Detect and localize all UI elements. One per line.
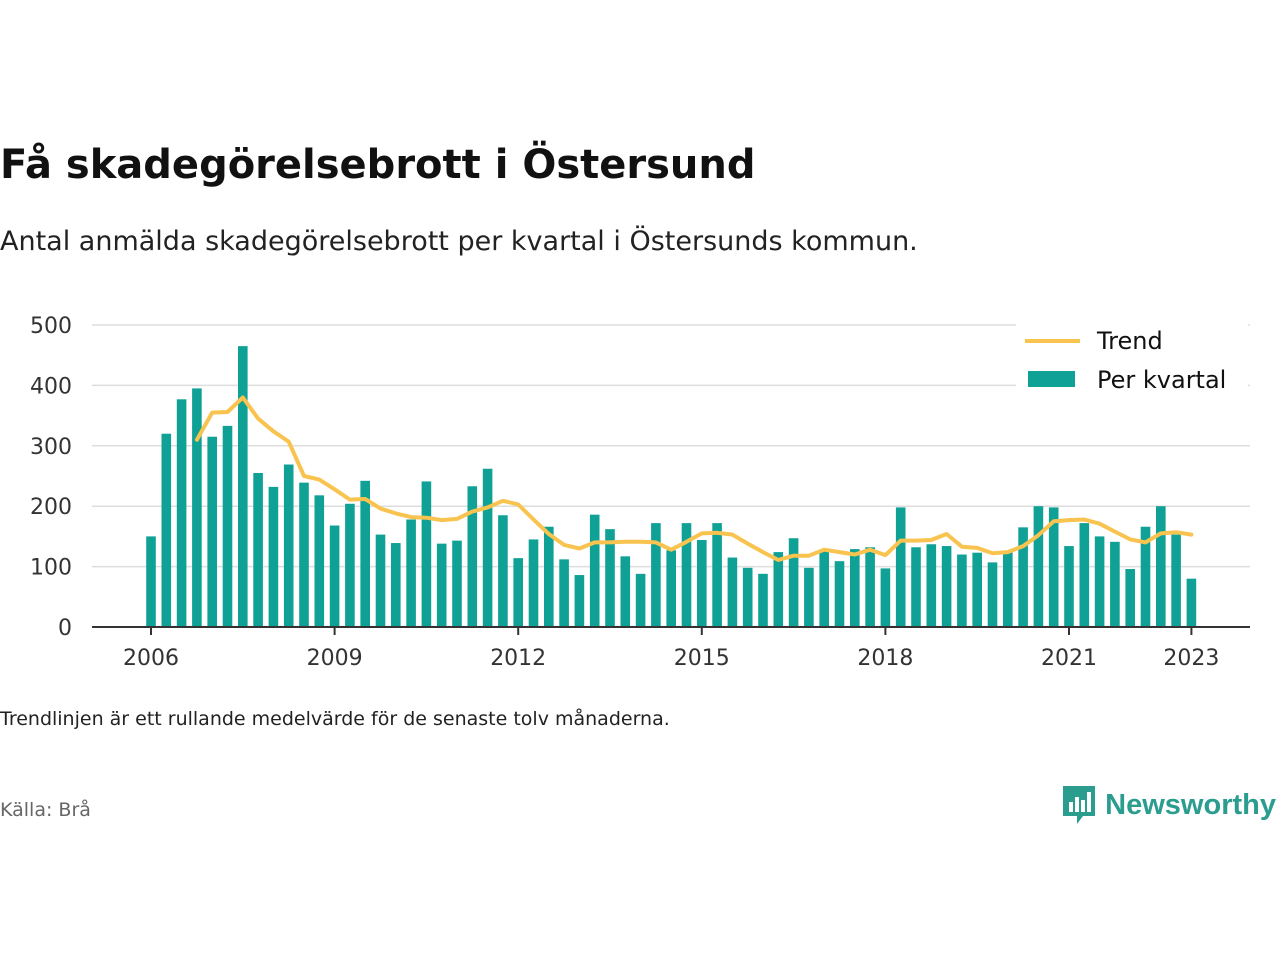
bar (1003, 551, 1013, 627)
bar (712, 523, 722, 627)
x-tick-label: 2018 (857, 646, 913, 671)
x-tick-label: 2006 (123, 646, 179, 671)
bar (498, 515, 508, 627)
x-tick-label: 2015 (674, 646, 730, 671)
bar (1033, 506, 1044, 627)
y-tick-label: 100 (30, 556, 72, 581)
bar (635, 573, 646, 627)
bar (666, 550, 676, 627)
bar (436, 543, 447, 627)
bar (957, 554, 967, 627)
bar (1094, 536, 1105, 627)
chart: 0 100 200 300 400 500 2006 2009 2012 2015 2018 202… (30, 314, 1250, 671)
bar (528, 539, 539, 627)
bar (697, 540, 707, 627)
bar (911, 547, 921, 627)
x-tick-label: 2009 (307, 646, 363, 671)
x-tick-label: 2021 (1041, 646, 1097, 671)
bar (773, 552, 784, 627)
bar (1048, 507, 1059, 627)
bar (513, 558, 523, 627)
bar (345, 503, 355, 627)
bar (1079, 523, 1090, 627)
bar (1125, 569, 1135, 627)
bar (834, 561, 845, 627)
x-tick-label: 2012 (490, 646, 546, 671)
bar (1110, 541, 1120, 627)
bar (1156, 506, 1166, 627)
bars (146, 346, 1197, 627)
bar (574, 575, 585, 627)
newsworthy-logo-icon (1063, 786, 1096, 824)
bar (559, 559, 569, 627)
legend-bars-label: Per kvartal (1097, 366, 1226, 394)
x-axis-ticks: 2006 2009 2012 2015 2018 2021 2023 (123, 627, 1219, 671)
bar (1018, 527, 1028, 627)
bar (391, 543, 401, 627)
y-tick-label: 400 (30, 374, 72, 399)
bar (865, 547, 875, 627)
bar (819, 549, 829, 627)
chart-subtitle: Antal anmälda skadegörelsebrott per kvar… (0, 226, 918, 257)
bar (1064, 546, 1074, 627)
legend-trend-label: Trend (1096, 327, 1163, 355)
bar (268, 486, 279, 627)
y-tick-label: 0 (58, 616, 72, 641)
bar (253, 472, 263, 627)
bar (589, 514, 600, 627)
bar (681, 523, 692, 627)
bar (482, 468, 493, 627)
chart-title: Få skadegörelsebrott i Östersund (0, 142, 756, 188)
y-tick-label: 300 (30, 435, 72, 460)
bar (544, 526, 554, 627)
y-axis-ticks: 0 100 200 300 400 500 (30, 314, 72, 641)
bar (742, 567, 753, 627)
bar (620, 556, 631, 627)
bar (758, 573, 768, 627)
source-text: Källa: Brå (0, 799, 91, 821)
bar (804, 567, 814, 627)
bar (850, 549, 860, 627)
trend-line (194, 395, 1194, 562)
bar (222, 425, 233, 627)
bar (329, 525, 340, 627)
bar (238, 346, 248, 627)
x-tick-label: 2023 (1163, 646, 1219, 671)
bar (452, 540, 462, 627)
bar (299, 482, 309, 627)
bar (314, 495, 325, 627)
bar (421, 481, 432, 627)
bar (283, 464, 294, 627)
y-tick-label: 200 (30, 495, 72, 520)
bar (727, 557, 738, 627)
bar (788, 538, 799, 627)
bar (987, 562, 998, 627)
brand-name: Newsworthy (1105, 788, 1276, 821)
bar (176, 399, 187, 627)
bar (605, 529, 615, 627)
legend-bars-swatch (1028, 371, 1075, 387)
bar (1171, 534, 1181, 627)
bar (161, 433, 172, 627)
bar (207, 436, 217, 627)
legend: Trend Per kvartal (1016, 322, 1248, 404)
bar (926, 544, 937, 627)
bar (651, 523, 661, 627)
bar (192, 388, 202, 627)
legend-background (1016, 322, 1248, 404)
bar (1186, 578, 1197, 627)
y-tick-label: 500 (30, 314, 72, 339)
bar (406, 519, 416, 627)
bar (895, 507, 906, 627)
bar (941, 546, 952, 627)
bar (1140, 526, 1151, 627)
bar (467, 486, 478, 627)
brand-logo[interactable]: Newsworthy (1061, 784, 1276, 826)
bar (360, 480, 370, 627)
bar (972, 552, 982, 627)
footnote: Trendlinjen är ett rullande medelvärde f… (0, 708, 670, 730)
bar (146, 536, 156, 627)
bar (375, 534, 386, 627)
bar (880, 568, 891, 627)
